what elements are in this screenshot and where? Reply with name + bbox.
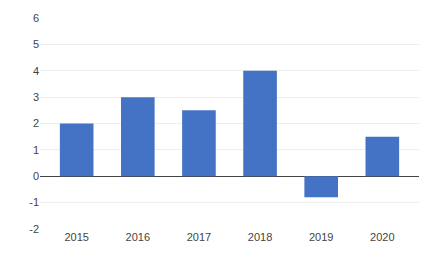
svg-text:2019: 2019	[309, 231, 333, 243]
svg-text:2016: 2016	[126, 231, 150, 243]
svg-text:-1: -1	[29, 196, 39, 208]
svg-text:1: 1	[33, 144, 39, 156]
svg-text:6: 6	[33, 12, 39, 24]
svg-text:5: 5	[33, 38, 39, 50]
svg-text:0: 0	[33, 170, 39, 182]
svg-text:2: 2	[33, 117, 39, 129]
svg-text:3: 3	[33, 91, 39, 103]
svg-text:2020: 2020	[370, 231, 394, 243]
svg-text:2017: 2017	[187, 231, 211, 243]
svg-text:4: 4	[33, 65, 39, 77]
svg-text:2018: 2018	[248, 231, 272, 243]
svg-text:2015: 2015	[64, 231, 88, 243]
svg-text:-2: -2	[29, 223, 39, 235]
